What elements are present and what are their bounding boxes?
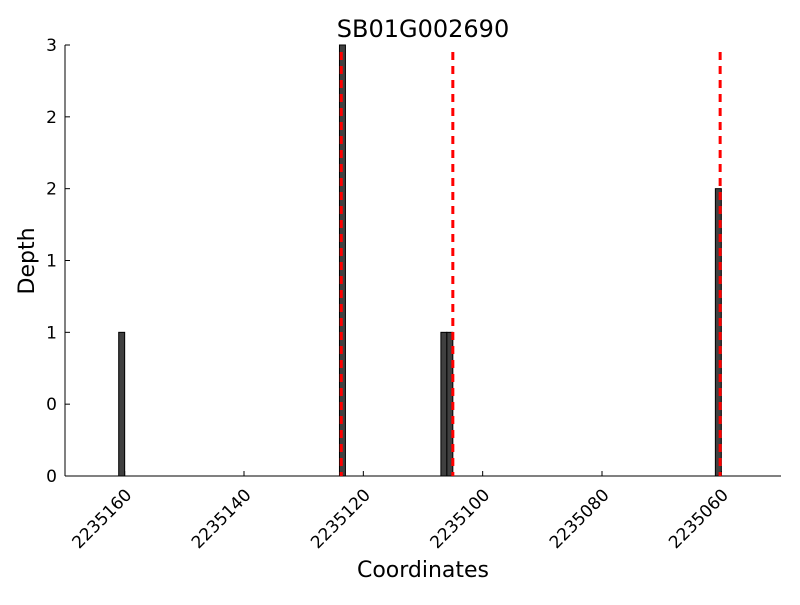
x-tick-label: 2235100 bbox=[427, 485, 495, 553]
x-tick-label: 2235140 bbox=[188, 485, 256, 553]
y-tick-label: 2 bbox=[46, 180, 57, 200]
y-tick-label: 1 bbox=[46, 252, 57, 272]
y-axis-label: Depth bbox=[15, 227, 40, 294]
y-tick-label: 1 bbox=[46, 323, 57, 343]
x-tick-label: 2235160 bbox=[69, 485, 137, 553]
depth-bar bbox=[440, 331, 448, 477]
x-axis-label: Coordinates bbox=[357, 558, 489, 583]
x-tick-label: 2235060 bbox=[665, 485, 733, 553]
y-tick-label: 0 bbox=[46, 395, 57, 415]
chart-title: SB01G002690 bbox=[337, 15, 509, 43]
y-tick-label: 2 bbox=[46, 108, 57, 128]
x-tick-label: 2235120 bbox=[307, 485, 375, 553]
y-tick-label: 0 bbox=[46, 467, 57, 487]
y-tick-label: 3 bbox=[46, 36, 57, 56]
x-tick-label: 2235080 bbox=[546, 485, 614, 553]
depth-bar bbox=[118, 331, 126, 477]
